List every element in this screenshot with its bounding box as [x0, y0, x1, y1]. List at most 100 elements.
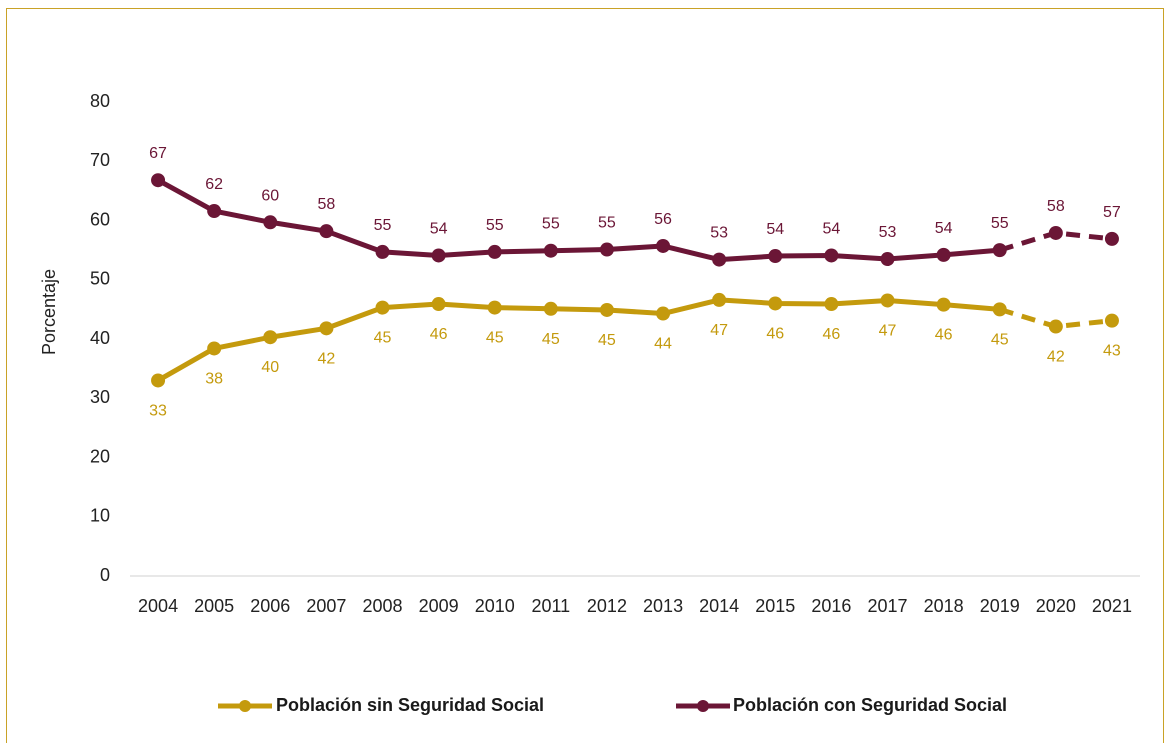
legend-item-2: Población con Seguridad Social [676, 695, 1007, 715]
data-label: 53 [710, 225, 728, 242]
data-point [880, 252, 895, 267]
data-label: 38 [205, 370, 223, 387]
x-tick-label: 2010 [475, 596, 515, 616]
data-point [207, 204, 222, 219]
data-point [263, 330, 278, 345]
data-point [487, 244, 502, 259]
data-point [1048, 225, 1063, 240]
x-tick-label: 2020 [1036, 596, 1076, 616]
x-tick-label: 2012 [587, 596, 627, 616]
data-point [656, 238, 671, 253]
x-tick-label: 2017 [867, 596, 907, 616]
x-tick-label: 2006 [250, 596, 290, 616]
y-tick-label: 50 [90, 269, 110, 289]
data-label: 62 [205, 176, 223, 193]
x-tick-label: 2016 [811, 596, 851, 616]
legend-label: Población con Seguridad Social [733, 695, 1007, 715]
y-axis: 0 10 20 30 40 50 60 70 80 [90, 91, 110, 585]
data-point [1104, 231, 1119, 246]
data-point [319, 224, 334, 239]
data-label: 55 [598, 215, 616, 232]
data-label: 55 [542, 216, 560, 233]
data-label: 58 [1047, 198, 1065, 215]
data-point [824, 297, 839, 312]
y-tick-label: 0 [100, 565, 110, 585]
data-label: 42 [317, 350, 335, 367]
data-point [319, 321, 334, 336]
data-label: 46 [935, 327, 953, 344]
data-label: 47 [710, 322, 728, 339]
x-axis: 2004 2005 2006 2007 2008 2009 2010 2011 2012 2013… [130, 575, 1140, 616]
data-label: 54 [766, 221, 784, 238]
data-point [992, 302, 1007, 317]
series-line [156, 178, 1000, 263]
data-label: 45 [991, 331, 1009, 348]
y-tick-label: 80 [90, 91, 110, 111]
x-tick-label: 2004 [138, 596, 178, 616]
data-point [151, 173, 166, 188]
data-label: 45 [486, 330, 504, 347]
x-tick-label: 2009 [419, 596, 459, 616]
x-tick-label: 2005 [194, 596, 234, 616]
data-label: 46 [430, 326, 448, 343]
series-group: 33 38 40 42 45 46 45 45 45 44 47 46 46 47 46 45 42 43 67 62… [149, 145, 1121, 419]
data-point [375, 300, 390, 315]
data-point [543, 301, 558, 316]
data-point [431, 248, 446, 263]
legend: Población sin Seguridad Social Población … [218, 695, 1007, 715]
x-tick-label: 2008 [362, 596, 402, 616]
data-label: 33 [149, 402, 167, 419]
data-label: 55 [374, 217, 392, 234]
data-label: 45 [598, 332, 616, 349]
data-label: 45 [374, 330, 392, 347]
data-label: 47 [879, 322, 897, 339]
legend-swatch-marker [697, 700, 709, 712]
data-point [992, 243, 1007, 258]
data-label: 42 [1047, 349, 1065, 366]
x-tick-label: 2019 [980, 596, 1020, 616]
data-label: 44 [654, 336, 672, 353]
data-point [936, 247, 951, 262]
x-tick-label: 2007 [306, 596, 346, 616]
data-point [263, 215, 278, 230]
data-point [768, 249, 783, 264]
data-point [656, 306, 671, 321]
data-label: 54 [822, 220, 840, 237]
x-tick-label: 2013 [643, 596, 683, 616]
data-label: 53 [879, 224, 897, 241]
data-label: 40 [261, 359, 279, 376]
legend-item-1: Población sin Seguridad Social [218, 695, 544, 715]
data-label: 57 [1103, 204, 1121, 221]
series-1: 33 38 40 42 45 46 45 45 45 44 47 46 46 47 46 45 42 43 [149, 292, 1121, 419]
data-label: 45 [542, 331, 560, 348]
data-label: 43 [1103, 343, 1121, 360]
data-point [151, 373, 166, 388]
data-point [1104, 313, 1119, 328]
data-label: 54 [935, 220, 953, 237]
y-axis-label: Porcentaje [39, 269, 59, 355]
data-label: 58 [317, 196, 335, 213]
data-label: 56 [654, 211, 672, 228]
series-2: 67 62 60 58 55 54 55 55 55 56 53 54 54 53 54 55 58 57 [149, 145, 1121, 267]
y-tick-label: 30 [90, 387, 110, 407]
data-label: 54 [430, 220, 448, 237]
data-label: 67 [149, 145, 167, 162]
data-point [880, 293, 895, 308]
data-label: 46 [822, 326, 840, 343]
legend-swatch-marker [239, 700, 251, 712]
y-tick-label: 70 [90, 150, 110, 170]
data-point [543, 243, 558, 258]
data-point [487, 300, 502, 315]
y-tick-label: 60 [90, 209, 110, 229]
x-tick-label: 2015 [755, 596, 795, 616]
data-point [599, 242, 614, 257]
data-point [431, 297, 446, 312]
data-point [712, 252, 727, 267]
x-tick-label: 2018 [924, 596, 964, 616]
data-point [207, 341, 222, 356]
data-label: 60 [261, 187, 279, 204]
data-label: 46 [766, 325, 784, 342]
series-line [156, 297, 1000, 383]
data-point [1048, 319, 1063, 334]
